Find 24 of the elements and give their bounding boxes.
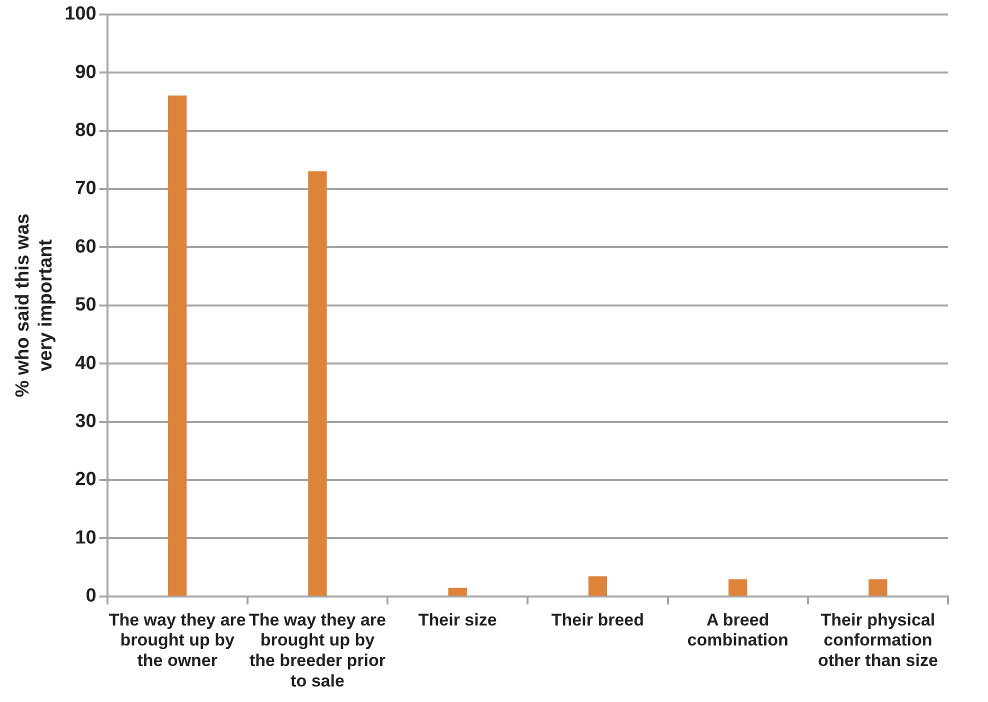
bar: [168, 96, 187, 596]
bar: [588, 576, 608, 596]
y-tick-label: 80: [75, 120, 96, 142]
y-tick-label: 40: [75, 352, 96, 374]
y-tick-label: 90: [75, 62, 96, 83]
x-tick-label: Their physical conformation other than size: [818, 610, 938, 670]
y-tick-label: 60: [75, 236, 96, 258]
y-tick-label: 50: [75, 294, 96, 316]
y-tick-label: 70: [75, 178, 96, 200]
x-tick-label: The way they are brought up by the breeder prior to sale: [248, 610, 386, 690]
x-tick-label: The way they are brought up by the owner: [108, 610, 246, 670]
bar: [448, 588, 467, 596]
x-tick-label: A breed combination: [687, 610, 788, 650]
y-tick-label: 30: [75, 411, 96, 432]
y-tick-label: 20: [75, 469, 96, 490]
y-tick-label: 0: [86, 586, 96, 607]
bar: [868, 579, 888, 596]
y-tick-label: 100: [64, 4, 96, 25]
x-tick-label: Their breed: [551, 610, 644, 630]
bar: [308, 171, 327, 596]
bar: [728, 579, 748, 596]
y-axis-title: % who said this was very important: [12, 214, 56, 398]
y-tick-label: 10: [75, 527, 96, 548]
x-tick-label: Their size: [418, 610, 497, 630]
